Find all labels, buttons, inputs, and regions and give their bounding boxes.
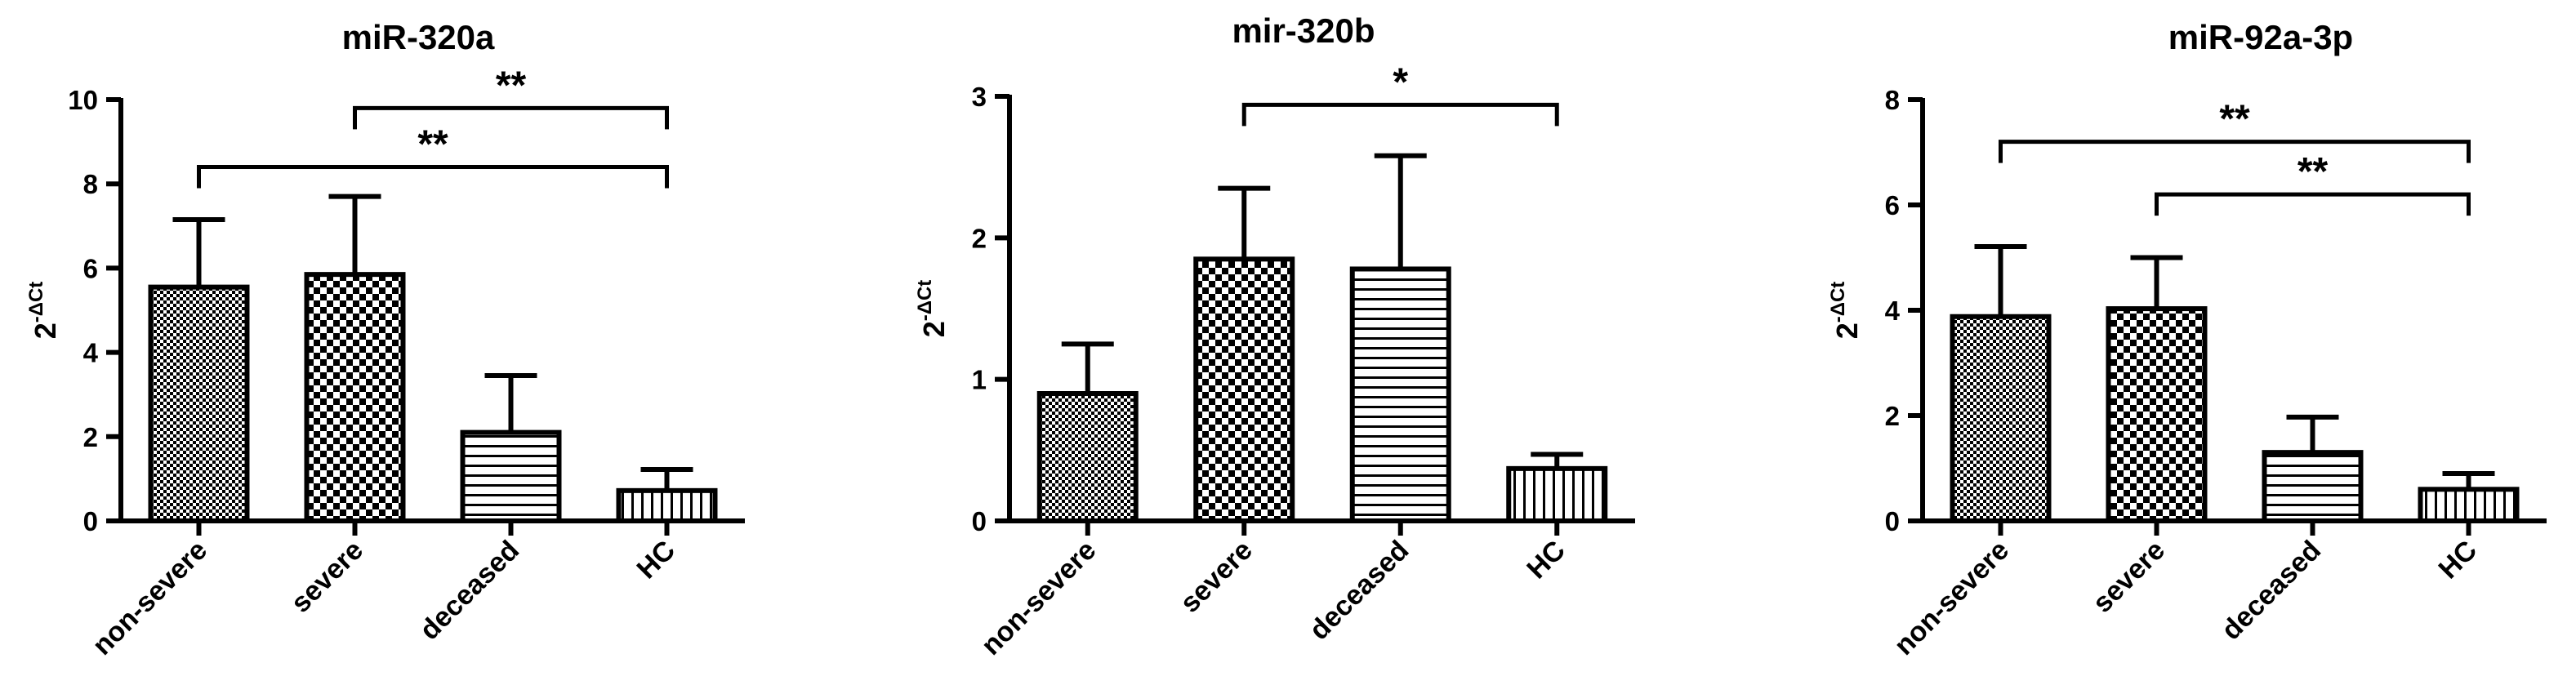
x-tick-label: severe [1174, 535, 1259, 619]
significance-label: * [1393, 60, 1408, 104]
y-axis-label-base: 2 [1830, 323, 1864, 339]
significance-label: ** [2219, 98, 2250, 141]
y-axis-label-base: 2 [917, 321, 951, 337]
bar-deceased [2262, 450, 2364, 524]
bar-deceased [460, 429, 562, 524]
bar-severe [304, 272, 406, 523]
significance-bracket [353, 105, 669, 130]
bar-hc [1506, 465, 1608, 523]
y-tick-label: 10 [68, 85, 98, 115]
significance-bracket [197, 165, 669, 189]
y-tick-label: 8 [83, 169, 98, 199]
x-tick-label: non-severe [975, 535, 1102, 661]
y-tick-label: 2 [972, 223, 987, 253]
y-tick-label: 8 [1885, 85, 1900, 115]
x-tick-label: non-severe [1888, 535, 2015, 661]
significance-bracket [1999, 140, 2471, 163]
bar-hc [616, 487, 718, 524]
x-tick-label: non-severe [87, 535, 213, 661]
y-tick-label: 6 [1885, 190, 1900, 220]
y-tick-label: 3 [972, 82, 987, 112]
x-tick-label: deceased [1304, 535, 1415, 646]
y-tick-label: 1 [972, 365, 987, 395]
y-axis-label: 2-ΔCt [1827, 282, 1864, 340]
x-tick-label: severe [2087, 535, 2171, 619]
y-tick-label: 2 [1885, 401, 1900, 431]
y-tick-label: 4 [83, 338, 99, 368]
x-tick-label: HC [631, 535, 682, 585]
y-tick-label: 6 [83, 253, 98, 283]
bar-deceased [1349, 266, 1451, 523]
y-axis-label-base: 2 [29, 323, 62, 339]
x-tick-label: HC [1521, 535, 1571, 585]
chart-title: mir-320b [1232, 11, 1375, 50]
y-axis-label-superscript: -ΔCt [25, 282, 47, 323]
chart-title: miR-320a [342, 18, 495, 56]
bar-non-severe [1950, 314, 2052, 523]
y-axis-label-superscript: -ΔCt [1827, 282, 1849, 323]
significance-label: ** [2297, 150, 2329, 194]
significance-label: ** [417, 123, 448, 167]
significance-bracket [1241, 102, 1559, 127]
y-tick-label: 2 [83, 422, 98, 452]
x-tick-label: deceased [2216, 535, 2327, 646]
bar-non-severe [1036, 391, 1139, 523]
y-tick-label: 0 [83, 506, 98, 536]
y-tick-label: 0 [972, 506, 987, 536]
bar-hc [2418, 487, 2520, 523]
y-tick-label: 4 [1885, 296, 1901, 326]
x-tick-label: deceased [414, 535, 525, 646]
significance-label: ** [496, 64, 527, 107]
chart-title: miR-92a-3p [2168, 18, 2353, 56]
x-tick-label: HC [2433, 535, 2484, 585]
y-axis-label-superscript: -ΔCt [914, 280, 936, 322]
y-tick-label: 0 [1885, 506, 1900, 536]
x-tick-label: severe [285, 535, 369, 619]
significance-bracket [2155, 192, 2471, 216]
bar-severe [2106, 306, 2208, 523]
y-axis-label: 2-ΔCt [914, 280, 951, 338]
bar-severe [1193, 256, 1295, 523]
bar-non-severe [148, 284, 250, 523]
y-axis-label: 2-ΔCt [25, 282, 62, 340]
